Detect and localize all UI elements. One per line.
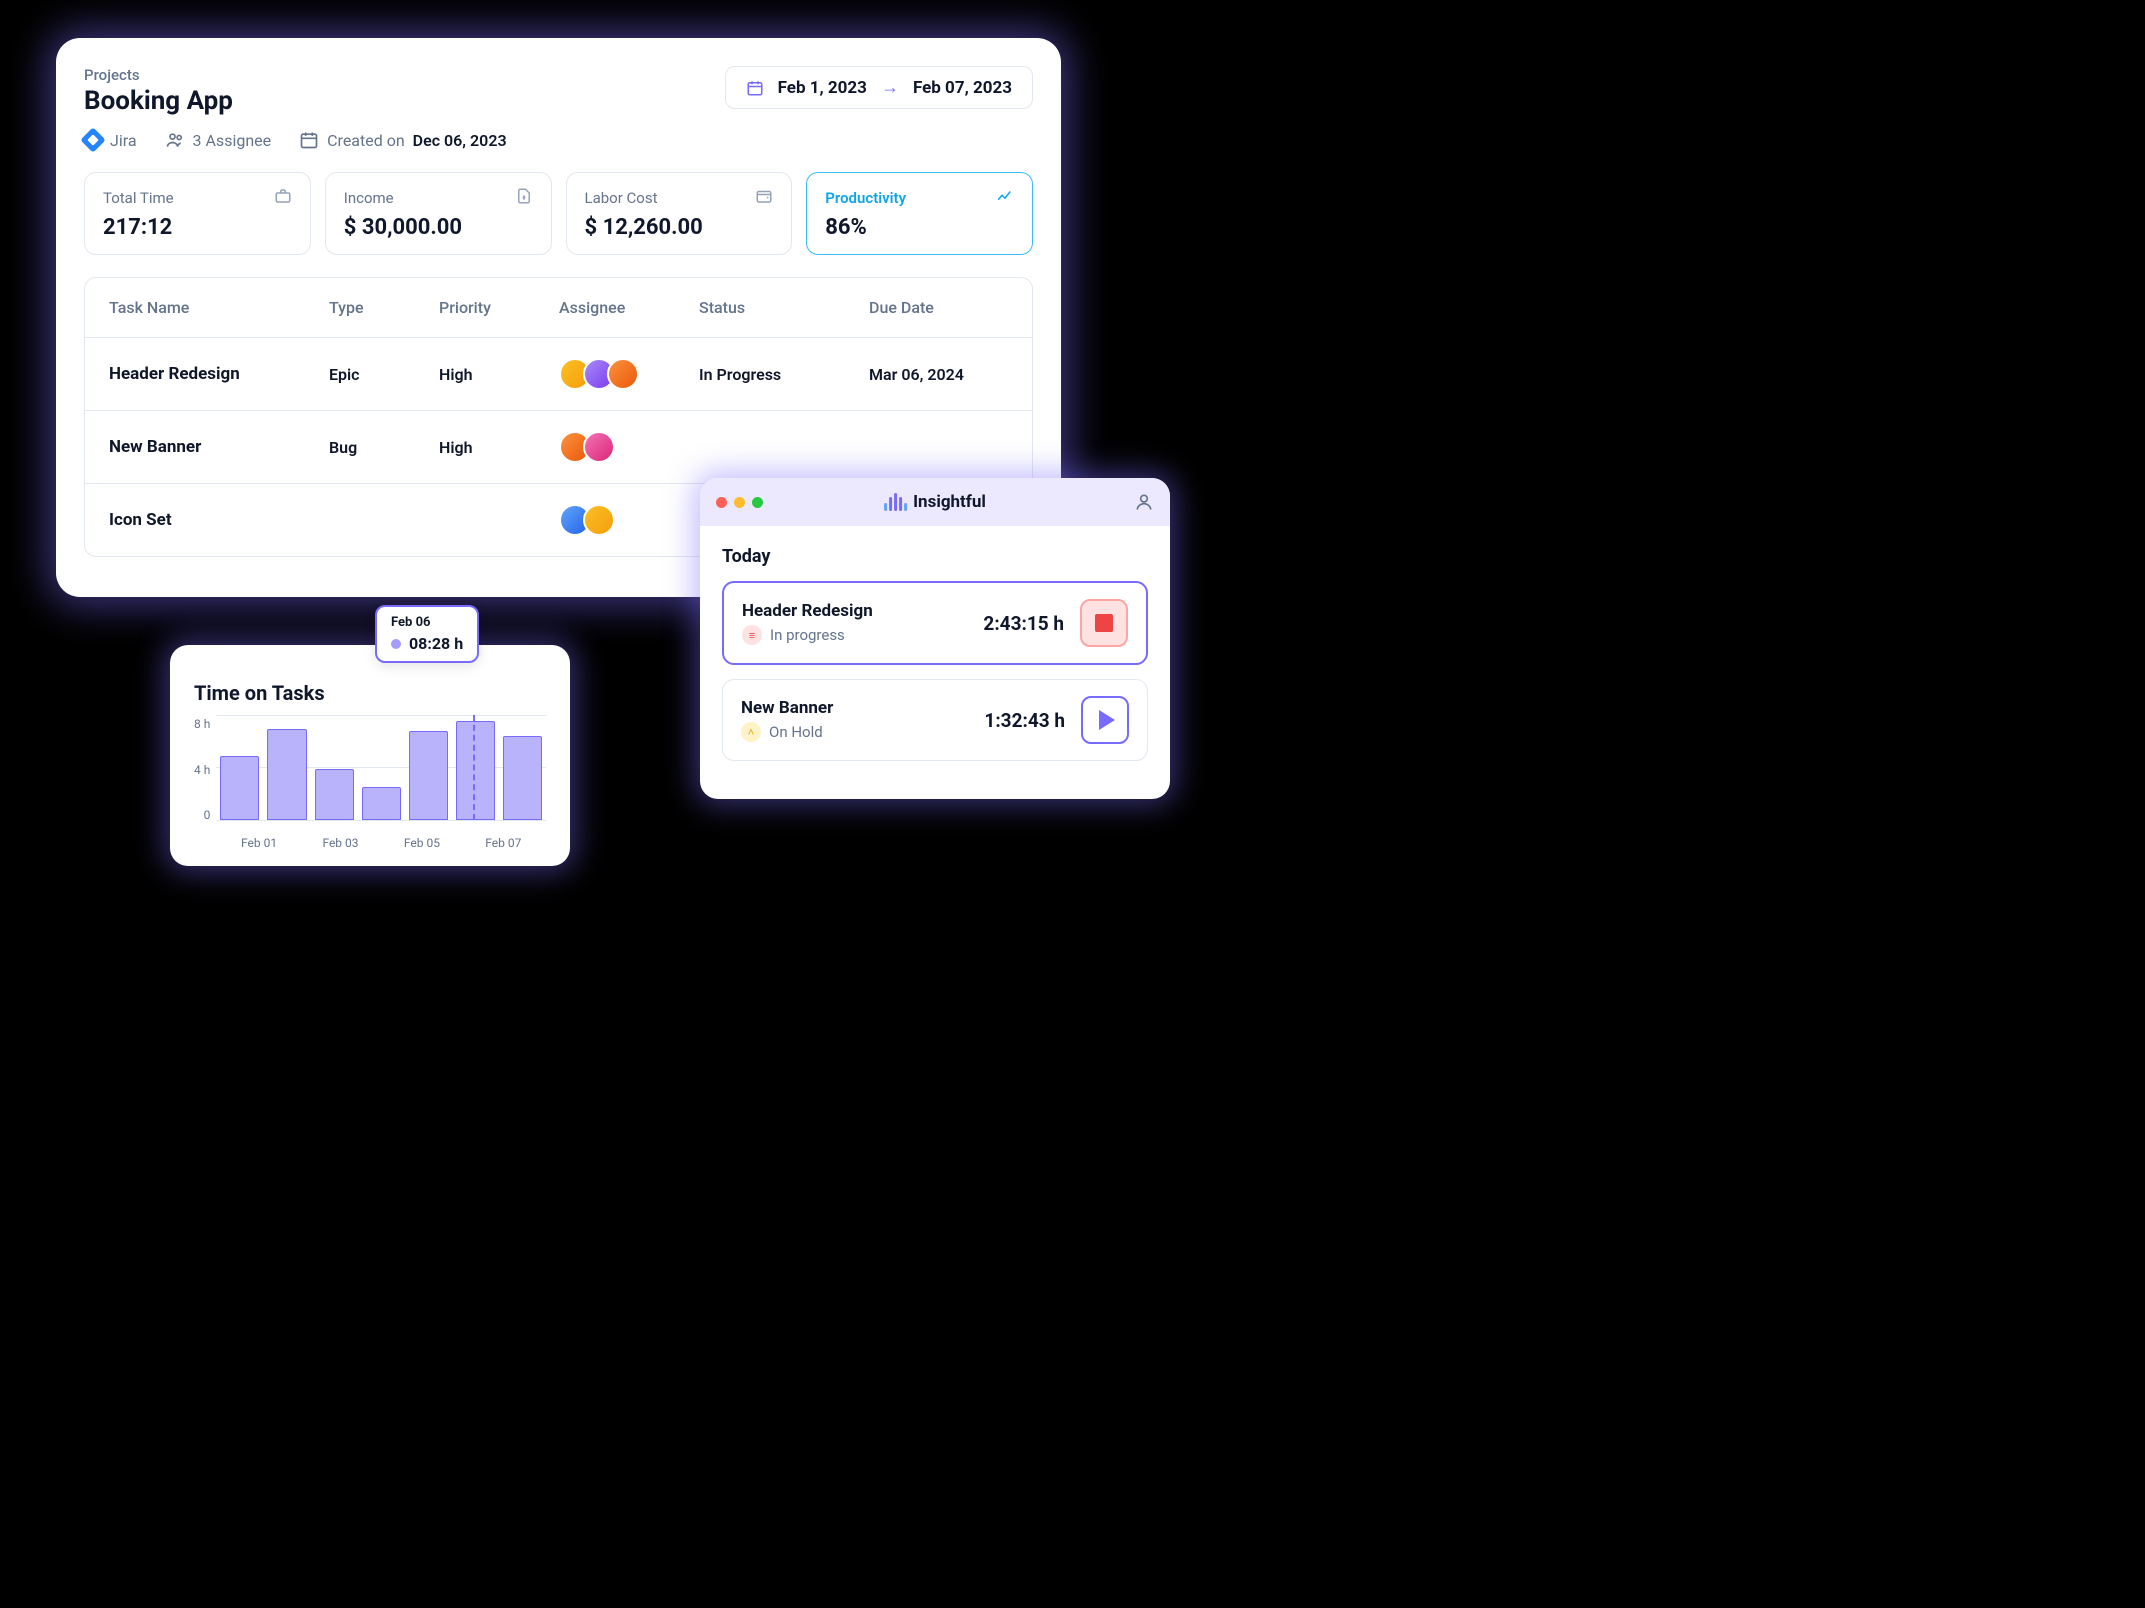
stat-card-total-time[interactable]: Total Time217:12 (84, 172, 311, 255)
wallet-icon (755, 187, 773, 209)
column-due-date[interactable]: Due Date (869, 298, 1029, 317)
chart-bar[interactable] (456, 721, 495, 820)
chart-y-axis: 8 h4 h0 (194, 717, 216, 822)
calendar-icon (746, 79, 764, 97)
column-task-name[interactable]: Task Name (109, 298, 329, 317)
timer-task-status: In progress (770, 626, 845, 644)
stat-card-labor-cost[interactable]: Labor Cost$ 12,260.00 (566, 172, 793, 255)
assignee-avatars[interactable] (559, 431, 699, 463)
date-from: Feb 1, 2023 (778, 78, 867, 98)
timer-widget: Insightful Today Header Redesign ≡ In prog… (700, 478, 1170, 799)
task-status: In Progress (699, 365, 869, 384)
assignee-avatars[interactable] (559, 504, 699, 536)
task-due: Mar 06, 2024 (869, 365, 1029, 384)
avatar[interactable] (583, 504, 615, 536)
status-icon: ≡ (742, 625, 762, 645)
stats-row: Total Time217:12Income$ 30,000.00Labor C… (56, 150, 1061, 255)
integration-badge[interactable]: Jira (84, 131, 137, 150)
chart-bar[interactable] (409, 731, 448, 820)
chart-bars (216, 715, 546, 820)
table-header: Task NameTypePriorityAssigneeStatusDue D… (85, 278, 1032, 338)
task-type: Epic (329, 365, 439, 384)
maximize-icon[interactable] (752, 497, 763, 508)
timer-titlebar: Insightful (700, 478, 1170, 526)
avatar[interactable] (607, 358, 639, 390)
date-range-picker[interactable]: Feb 1, 2023 → Feb 07, 2023 (725, 66, 1033, 109)
chart-bar[interactable] (267, 729, 306, 820)
file-dollar-icon (515, 187, 533, 209)
brand-icon (884, 493, 907, 511)
brand-logo: Insightful (884, 492, 986, 512)
arrow-right-icon: → (881, 77, 899, 98)
table-row[interactable]: New BannerBugHigh (85, 411, 1032, 484)
chart-bar[interactable] (315, 769, 354, 820)
timer-task-time: 1:32:43 h (984, 709, 1065, 732)
chart-bar[interactable] (362, 787, 401, 820)
chart-bar[interactable] (503, 736, 542, 820)
table-row[interactable]: Header RedesignEpicHigh In ProgressMar 06… (85, 338, 1032, 411)
calendar-check-icon (299, 130, 319, 150)
user-icon[interactable] (1134, 492, 1154, 512)
timer-task-time: 2:43:15 h (983, 612, 1064, 635)
today-label: Today (722, 546, 1148, 567)
close-icon[interactable] (716, 497, 727, 508)
created-on: Created on Dec 06, 2023 (299, 130, 506, 150)
task-priority: High (439, 438, 559, 457)
page-title: Booking App (84, 86, 233, 116)
stat-card-productivity[interactable]: Productivity86% (806, 172, 1033, 255)
date-to: Feb 07, 2023 (913, 78, 1012, 98)
time-on-tasks-chart: Feb 06 08:28 h Time on Tasks 8 h4 h0 Feb… (170, 645, 570, 866)
minimize-icon[interactable] (734, 497, 745, 508)
chart-x-axis: Feb 01Feb 03Feb 05Feb 07 (216, 836, 546, 850)
chart-title: Time on Tasks (194, 681, 546, 705)
timer-task-name: New Banner (741, 698, 833, 718)
task-name: Header Redesign (109, 364, 329, 384)
breadcrumb: Projects (84, 66, 233, 84)
timer-task-name: Header Redesign (742, 601, 873, 621)
column-status[interactable]: Status (699, 298, 869, 317)
column-type[interactable]: Type (329, 298, 439, 317)
timer-task-card[interactable]: Header Redesign ≡ In progress 2:43:15 h (722, 581, 1148, 665)
column-assignee[interactable]: Assignee (559, 298, 699, 317)
timer-task-status: On Hold (769, 723, 823, 741)
task-type: Bug (329, 438, 439, 457)
column-priority[interactable]: Priority (439, 298, 559, 317)
task-name: Icon Set (109, 510, 329, 530)
people-icon (165, 130, 185, 150)
task-name: New Banner (109, 437, 329, 457)
avatar[interactable] (583, 431, 615, 463)
timer-task-card[interactable]: New Banner ˄ On Hold 1:32:43 h (722, 679, 1148, 761)
task-priority: High (439, 365, 559, 384)
assignee-count[interactable]: 3 Assignee (165, 130, 272, 150)
briefcase-icon (274, 187, 292, 209)
assignee-avatars[interactable] (559, 358, 699, 390)
stat-card-income[interactable]: Income$ 30,000.00 (325, 172, 552, 255)
status-icon: ˄ (741, 722, 761, 742)
chart-tooltip: Feb 06 08:28 h (375, 605, 479, 663)
project-meta: Jira 3 Assignee Created on Dec 06, 2023 (56, 116, 1061, 150)
trend-icon (996, 187, 1014, 209)
play-button[interactable] (1081, 696, 1129, 744)
tooltip-dot-icon (391, 639, 401, 649)
stop-button[interactable] (1080, 599, 1128, 647)
jira-icon (80, 127, 105, 152)
chart-plot: Feb 01Feb 03Feb 05Feb 07 (216, 715, 546, 850)
window-controls[interactable] (716, 497, 763, 508)
chart-bar[interactable] (220, 756, 259, 820)
